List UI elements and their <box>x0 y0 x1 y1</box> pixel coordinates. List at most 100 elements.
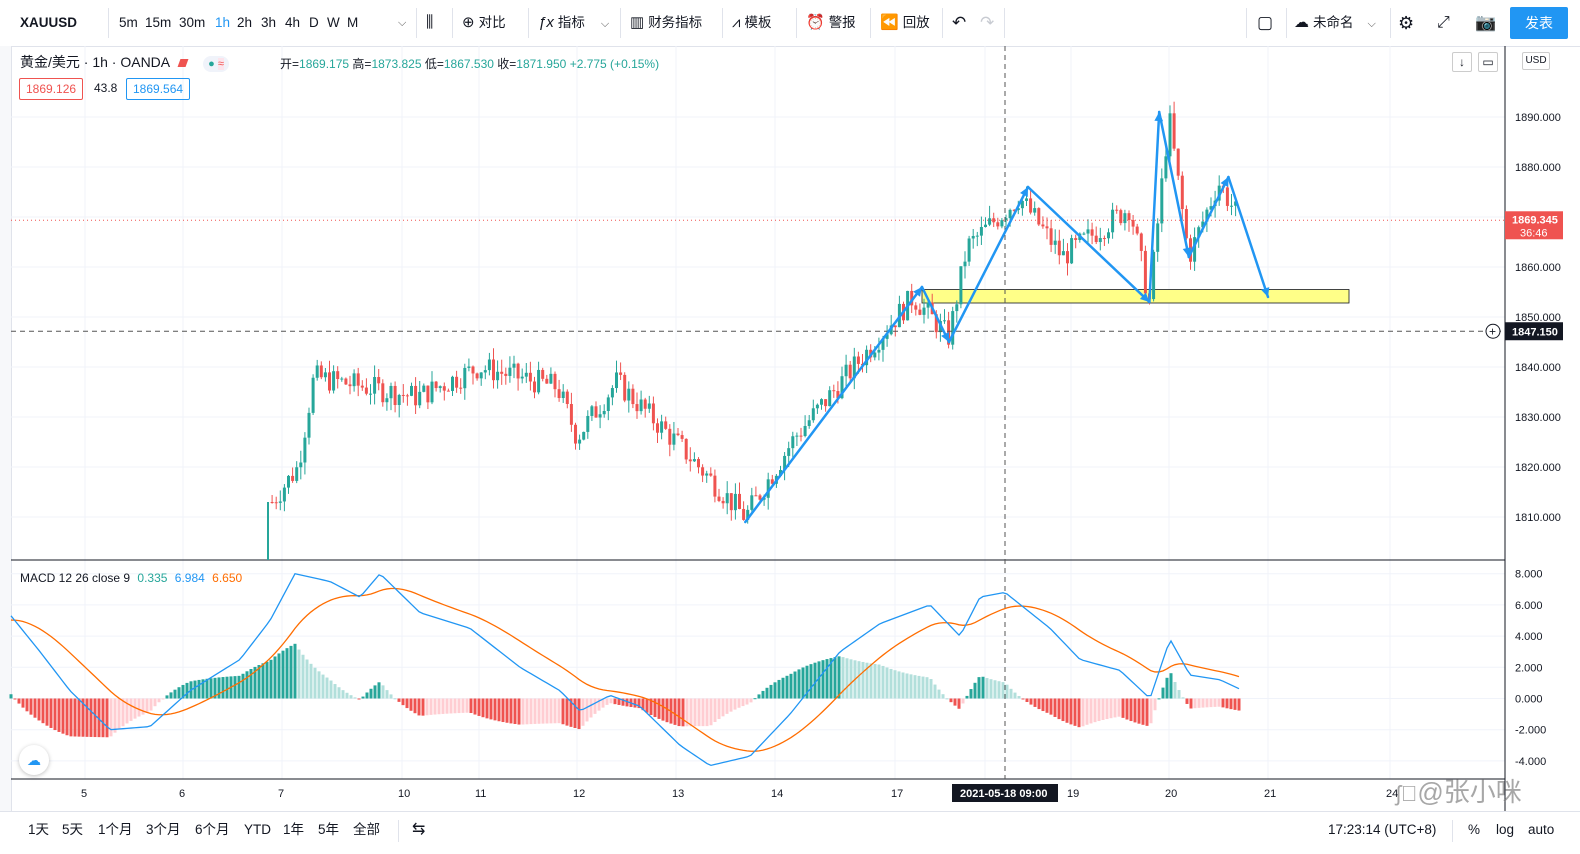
arrow-segment[interactable] <box>1187 175 1230 259</box>
macd-histogram-bar <box>17 698 21 704</box>
wave-icon[interactable]: ≈ <box>217 58 224 70</box>
support-zone-rectangle[interactable] <box>921 289 1350 304</box>
interval-W[interactable]: W <box>327 15 340 30</box>
candle-style-icon[interactable]: ⫼ <box>426 14 434 31</box>
projection-arrow-path[interactable] <box>744 110 1270 524</box>
arrow-segment[interactable] <box>920 285 951 344</box>
range-2[interactable]: 1个月 <box>98 822 133 837</box>
fullscreen-icon[interactable]: ⤢ <box>1437 14 1450 31</box>
interval-4h[interactable]: 4h <box>285 15 301 30</box>
interval-M[interactable]: M <box>347 15 359 30</box>
indicators-button[interactable]: ƒx 指标 ⌵ <box>538 0 609 46</box>
macd-histogram-bar <box>1053 698 1057 717</box>
publish-button[interactable]: 发表 <box>1510 7 1568 39</box>
toolbar-divider <box>416 8 417 38</box>
time-axis[interactable]: 5 6 7 10 11 12 13 14 17 19 20 21 24 2021-05-18 09:00 <box>81 784 1398 802</box>
arrowhead[interactable] <box>1139 292 1150 302</box>
left-drawing-toolbar[interactable] <box>0 46 12 811</box>
macd-histogram-bar <box>793 671 797 699</box>
interval-dropdown-chevron-icon[interactable]: ⌵ <box>398 17 407 29</box>
candle-body <box>442 386 446 391</box>
macd-histogram-bar <box>1057 698 1061 720</box>
maximize-icon[interactable]: ▭ <box>1478 52 1498 72</box>
candle-body <box>856 356 860 364</box>
arrow-segment[interactable] <box>1157 110 1191 259</box>
arrow-segment[interactable] <box>1026 185 1151 304</box>
arrowhead[interactable] <box>941 332 949 342</box>
range-8[interactable]: 全部 <box>353 822 380 837</box>
macd-histogram-bar <box>605 698 609 705</box>
scroll-down-icon[interactable]: ↓ <box>1452 52 1472 72</box>
templates-button[interactable]: ⩘ 模板 <box>732 0 771 46</box>
range-3[interactable]: 3个月 <box>146 822 181 837</box>
interval-1h[interactable]: 1h <box>215 15 231 30</box>
arrow-segment[interactable] <box>1227 175 1270 299</box>
last-price-box[interactable] <box>1505 211 1563 240</box>
candle-body <box>635 404 639 412</box>
macd-histogram-bar <box>701 698 705 727</box>
interval-15m[interactable]: 15m <box>145 15 172 30</box>
macd-histogram-bar <box>609 698 613 704</box>
interval-D[interactable]: D <box>309 15 319 30</box>
layout-name-button[interactable]: ☁ 未命名 ⌵ <box>1294 0 1376 46</box>
candle-body <box>631 388 635 405</box>
candle-body <box>1205 209 1209 222</box>
add-alert-plus-icon[interactable] <box>1485 323 1501 339</box>
clock[interactable]: 17:23:14 (UTC+8) <box>1328 822 1437 837</box>
price-tick: 1810.000 <box>1515 512 1561 524</box>
macd-histogram-bar <box>81 698 85 737</box>
range-1[interactable]: 5天 <box>62 822 84 837</box>
flag-icon[interactable] <box>177 59 189 67</box>
candle-body <box>1053 240 1057 245</box>
candle-body <box>438 386 442 389</box>
candle-body <box>1160 178 1164 224</box>
macd-histogram-bar <box>1037 698 1041 710</box>
replay-button[interactable]: ⏪ 回放 <box>880 0 930 46</box>
candle-body <box>512 363 516 368</box>
range-5[interactable]: YTD <box>244 822 271 837</box>
range-6[interactable]: 1年 <box>283 822 305 837</box>
financials-button[interactable]: ▥ 财务指标 <box>630 0 702 46</box>
arrowhead[interactable] <box>1020 187 1028 197</box>
symbol-search[interactable]: XAUUSD <box>20 15 78 30</box>
range-4[interactable]: 6个月 <box>195 822 230 837</box>
currency-label[interactable]: USD <box>1522 52 1550 70</box>
percent-toggle[interactable]: % <box>1468 822 1481 837</box>
log-toggle[interactable]: log <box>1496 822 1515 837</box>
arrowhead[interactable] <box>1261 287 1270 297</box>
macd-histogram-bar <box>301 654 305 699</box>
interval-30m[interactable]: 30m <box>179 15 206 30</box>
macd-histogram-bar <box>257 665 261 699</box>
compare-button[interactable]: ⊕ 对比 <box>462 0 506 46</box>
top-toolbar: XAUUSD 5m 15m 30m 1h 2h 3h 4h D W M ⌵ ⫼ ⊕ 对比 ƒx 指标 ⌵… <box>0 0 1580 47</box>
candle-body <box>852 356 856 379</box>
interval-3h[interactable]: 3h <box>261 15 277 30</box>
candle-body <box>336 371 340 380</box>
candle-body <box>926 302 930 308</box>
bid-price-box[interactable]: 1869.126 <box>19 78 84 100</box>
auto-toggle[interactable]: auto <box>1528 822 1555 837</box>
candle-body <box>979 227 983 236</box>
interval-5m[interactable]: 5m <box>119 15 138 30</box>
arrow-segment[interactable] <box>744 285 924 524</box>
redo-icon[interactable]: ↷ <box>980 13 995 32</box>
interval-2h[interactable]: 2h <box>237 15 253 30</box>
arrow-segment[interactable] <box>947 185 1030 344</box>
candle-body <box>401 394 405 396</box>
undo-icon[interactable]: ↶ <box>952 13 967 32</box>
alert-button[interactable]: ⏰ 警报 <box>806 0 856 46</box>
range-7[interactable]: 5年 <box>318 822 340 837</box>
arrow-segment[interactable] <box>1148 110 1161 304</box>
arrowhead[interactable] <box>913 287 922 297</box>
camera-icon[interactable]: 📷 <box>1475 13 1497 32</box>
layout-square-icon[interactable]: ▢ <box>1257 13 1274 32</box>
tradingview-logo-icon[interactable]: ☁ <box>19 745 49 775</box>
price-chart[interactable]: 1890.0001880.0001870.0001860.0001850.000… <box>0 46 1580 811</box>
price-axis[interactable]: 1890.0001880.0001870.0001860.0001850.000… <box>1485 112 1563 768</box>
range-0[interactable]: 1天 <box>28 822 50 837</box>
ask-price-box[interactable]: 1869.564 <box>126 78 191 100</box>
arrowhead[interactable] <box>1220 177 1229 187</box>
macd-histogram-bar <box>613 698 617 705</box>
goto-date-icon[interactable]: ⇆ <box>412 821 426 838</box>
gear-icon[interactable]: ⚙ <box>1398 13 1415 33</box>
